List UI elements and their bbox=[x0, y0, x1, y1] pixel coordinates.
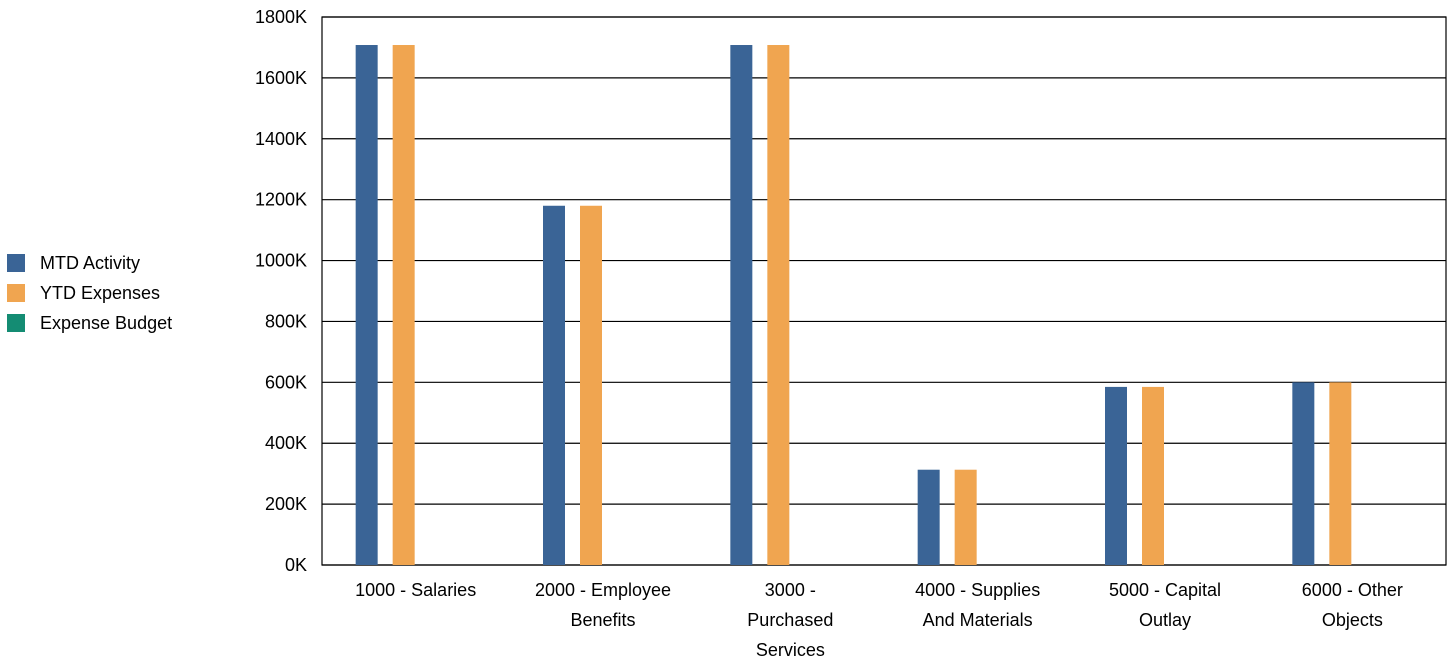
y-tick-label: 1400K bbox=[255, 129, 307, 149]
y-tick-label: 800K bbox=[265, 311, 307, 331]
bar-ytd-expenses bbox=[767, 45, 790, 565]
x-category-label: 4000 - Supplies bbox=[915, 580, 1040, 600]
y-tick-label: 200K bbox=[265, 494, 307, 514]
legend-swatch-expense-budget bbox=[7, 314, 25, 332]
plot-frame bbox=[321, 16, 1447, 566]
y-tick-label: 1000K bbox=[255, 251, 307, 271]
x-category-label: 2000 - Employee bbox=[535, 580, 671, 600]
x-category-label: 3000 - bbox=[765, 580, 816, 600]
legend-label-expense-budget: Expense Budget bbox=[40, 312, 173, 333]
y-tick-label: 1200K bbox=[255, 190, 307, 210]
bar-mtd-activity bbox=[730, 45, 753, 565]
y-tick-label: 0K bbox=[285, 555, 307, 575]
bar-ytd-expenses bbox=[954, 469, 977, 565]
bar-mtd-activity bbox=[917, 469, 940, 565]
x-category-label: Services bbox=[756, 640, 825, 657]
bar-ytd-expenses bbox=[1142, 386, 1164, 565]
x-category-label: Outlay bbox=[1139, 610, 1191, 630]
y-tick-label: 400K bbox=[265, 433, 307, 453]
x-category-label: Purchased bbox=[747, 610, 833, 630]
legend-label-ytd-expenses: YTD Expenses bbox=[40, 282, 161, 303]
bar-mtd-activity bbox=[1292, 382, 1315, 565]
legend-swatch-ytd-expenses bbox=[7, 284, 25, 302]
legend-swatch-mtd-activity bbox=[7, 254, 25, 272]
bar-ytd-expenses bbox=[392, 45, 415, 565]
x-category-label: Benefits bbox=[570, 610, 635, 630]
x-category-label: 5000 - Capital bbox=[1109, 580, 1221, 600]
bar-mtd-activity bbox=[543, 205, 565, 565]
legend-item-expense-budget: Expense Budget bbox=[7, 308, 172, 338]
bar-mtd-activity bbox=[355, 45, 378, 565]
x-category-label: 6000 - Other bbox=[1302, 580, 1403, 600]
x-category-label: Objects bbox=[1322, 610, 1383, 630]
legend-label-mtd-activity: MTD Activity bbox=[40, 252, 141, 273]
bar-ytd-expenses bbox=[580, 205, 602, 565]
bar-ytd-expenses bbox=[1329, 382, 1352, 565]
legend-item-mtd-activity: MTD Activity bbox=[7, 248, 172, 278]
bar-mtd-activity bbox=[1105, 386, 1127, 565]
legend: MTD Activity YTD Expenses Expense Budget bbox=[7, 248, 172, 338]
y-tick-label: 1600K bbox=[255, 68, 307, 88]
x-category-label: And Materials bbox=[923, 610, 1033, 630]
x-category-label: 1000 - Salaries bbox=[355, 580, 476, 600]
y-tick-label: 600K bbox=[265, 372, 307, 392]
legend-item-ytd-expenses: YTD Expenses bbox=[7, 278, 172, 308]
y-tick-label: 1800K bbox=[255, 7, 307, 27]
